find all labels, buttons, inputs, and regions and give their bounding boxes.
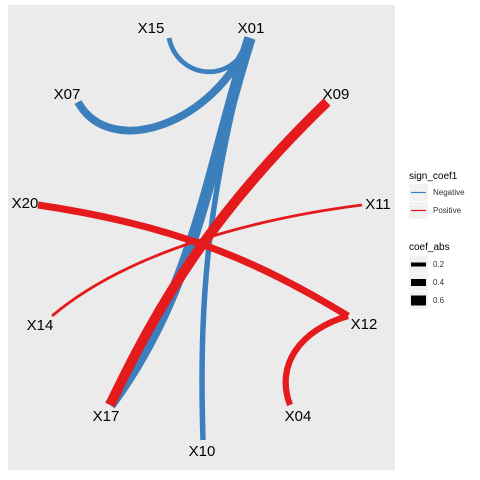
edge-X14-X11 xyxy=(51,203,363,318)
legend-positive-label: Positive xyxy=(433,206,462,215)
edge-X01-X07 xyxy=(74,36,254,135)
node-label-layer: X01 X04 X07 X09 X10 X11 X12 X14 X15 X17 X20 xyxy=(12,20,391,460)
legend-coef-abs-title: coef_abs xyxy=(409,242,450,253)
edge-X20-X12 xyxy=(37,201,350,319)
node-label-X17: X17 xyxy=(93,408,120,425)
node-label-X01: X01 xyxy=(238,20,265,37)
legend-negative-label: Negative xyxy=(433,188,465,197)
node-label-X09: X09 xyxy=(323,86,350,103)
edge-X09-X17 xyxy=(105,98,331,408)
edge-layer xyxy=(37,36,363,441)
legend-sign-title: sign_coef1 xyxy=(409,171,458,182)
edge-X12-X04 xyxy=(282,313,349,407)
node-label-X12: X12 xyxy=(351,316,378,333)
legend-size-swatch-0.6 xyxy=(411,295,426,306)
node-label-X07: X07 xyxy=(54,86,81,103)
node-label-X14: X14 xyxy=(27,317,54,334)
legend-size-label-0.4: 0.4 xyxy=(433,278,445,287)
legend-sign: sign_coef1 Negative Positive xyxy=(409,171,465,219)
node-label-X04: X04 xyxy=(285,408,312,425)
node-label-X10: X10 xyxy=(189,443,216,460)
node-label-X11: X11 xyxy=(365,196,391,213)
legend-size-label-0.2: 0.2 xyxy=(433,260,445,269)
legend-coef-abs: coef_abs 0.2 0.4 0.6 xyxy=(409,242,450,309)
legend-size-swatch-0.4 xyxy=(411,279,426,286)
legend-size-swatch-0.2 xyxy=(411,262,426,267)
legend-size-label-0.6: 0.6 xyxy=(433,296,445,305)
node-label-X15: X15 xyxy=(138,20,165,37)
node-label-X20: X20 xyxy=(12,195,39,212)
